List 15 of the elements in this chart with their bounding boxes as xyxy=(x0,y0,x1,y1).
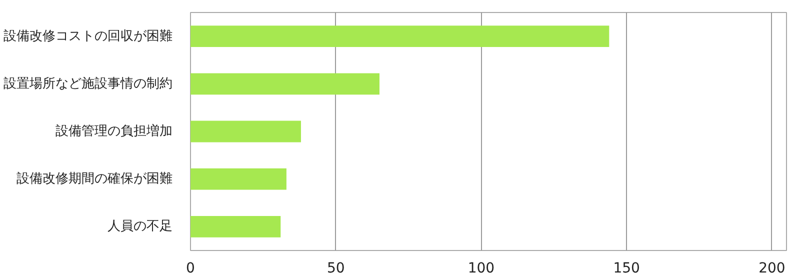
y-tick-label: 設備改修期間の確保が困難 xyxy=(16,172,172,187)
x-tick-label: 0 xyxy=(186,260,195,276)
bar xyxy=(190,216,281,238)
y-tick-label: 人員の不足 xyxy=(108,219,172,234)
bar xyxy=(190,73,380,95)
bar xyxy=(190,26,610,48)
y-tick-label: 設置場所など施設事情の制約 xyxy=(4,76,172,92)
x-tick-label: 200 xyxy=(758,260,786,276)
bar xyxy=(190,168,286,190)
y-tick-label: 設備改修コストの回収が困難 xyxy=(4,28,172,44)
y-tick-label: 設備管理の負担増加 xyxy=(56,123,172,139)
bar xyxy=(190,120,301,142)
x-tick-label: 50 xyxy=(326,260,345,276)
x-tick-label: 100 xyxy=(468,260,495,276)
x-tick-label: 150 xyxy=(613,260,640,276)
